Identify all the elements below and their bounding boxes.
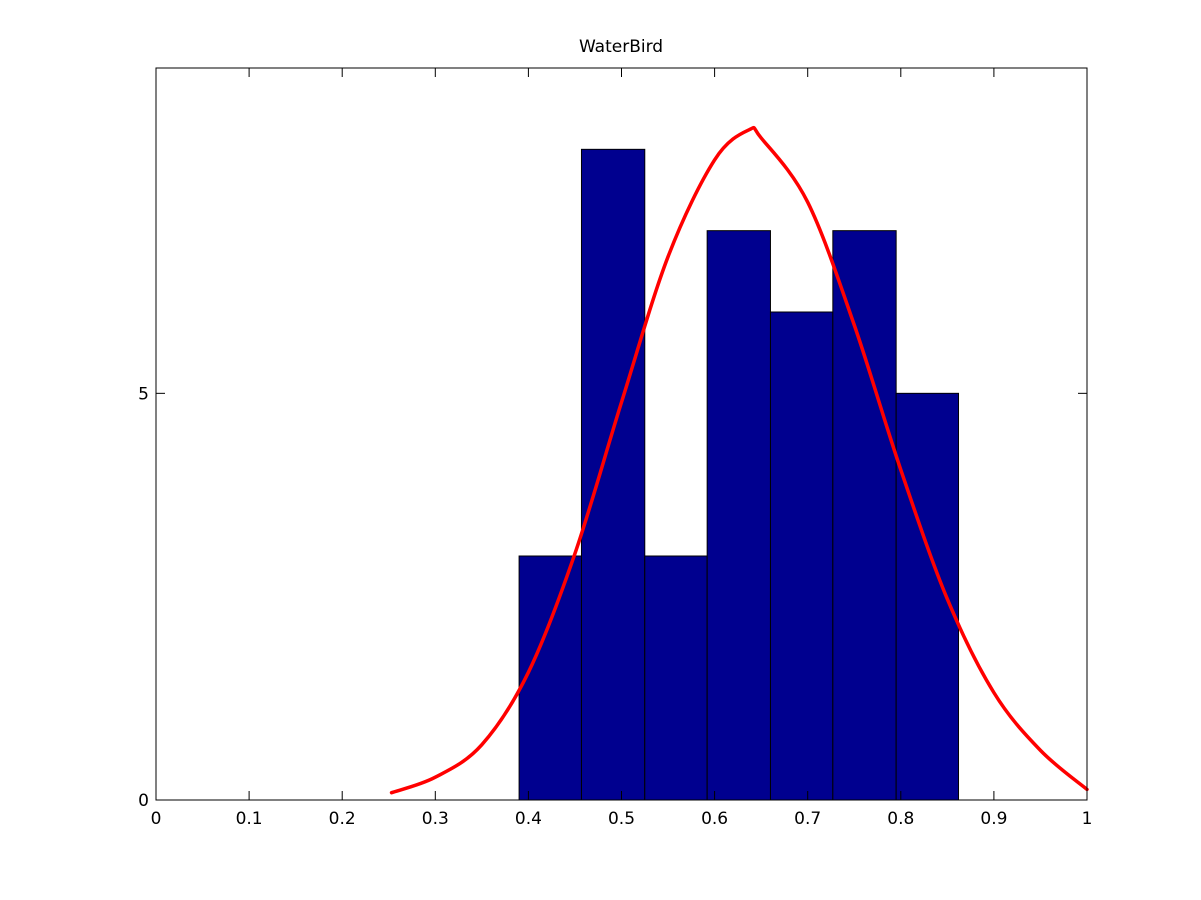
x-tick-label: 0.9 <box>980 809 1007 829</box>
histogram-bar-2 <box>580 148 646 801</box>
histogram-bar-6 <box>832 230 897 801</box>
histogram-bar-5 <box>769 311 834 801</box>
x-tick-label: 0.6 <box>701 809 728 829</box>
x-tick-label: 0.5 <box>608 809 635 829</box>
x-tick-label: 1 <box>1082 809 1093 829</box>
histogram-bar-3 <box>644 555 708 801</box>
x-tick-label: 0.2 <box>329 809 356 829</box>
y-tick-label: 5 <box>138 384 149 404</box>
x-tick-label: 0.1 <box>236 809 263 829</box>
normal-fit-curve <box>389 125 1089 795</box>
x-tick-label: 0.8 <box>887 809 914 829</box>
fit-curve-layer <box>389 125 1089 795</box>
x-tick-label: 0 <box>151 809 162 829</box>
x-tick-label: 0.3 <box>422 809 449 829</box>
histogram-bar-7 <box>895 392 960 801</box>
x-tick-label: 0.4 <box>515 809 542 829</box>
histogram-bar-1 <box>518 555 582 801</box>
x-axis-ticks: 0 0.1 0.2 0.3 0.4 0.5 0.6 0.7 0.8 0.9 1 <box>151 68 1093 829</box>
y-axis-ticks: 05 <box>138 384 1087 811</box>
histogram-bar-4 <box>706 230 771 801</box>
chart-title: WaterBird <box>579 37 663 57</box>
histogram-bars <box>518 148 960 801</box>
x-tick-label: 0.7 <box>794 809 821 829</box>
y-tick-label: 0 <box>138 791 149 811</box>
